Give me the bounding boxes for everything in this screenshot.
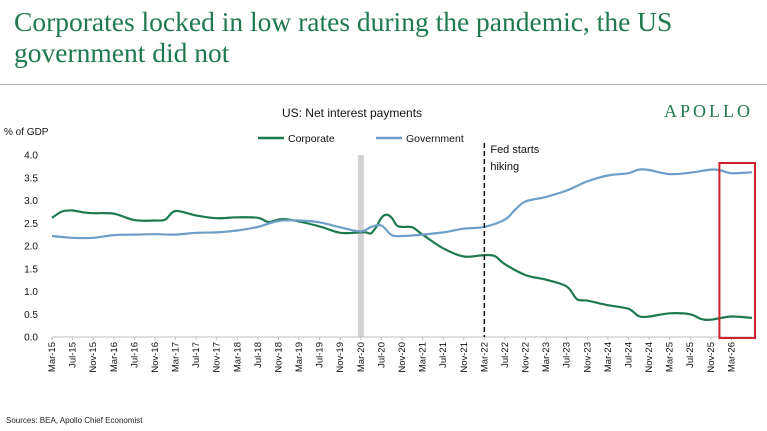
y-axis-label: % of GDP <box>4 127 49 138</box>
x-tick-label: Nov-18 <box>273 342 284 373</box>
x-tick-label: Mar-18 <box>232 342 243 372</box>
y-tick-label: 2.5 <box>24 219 38 230</box>
x-tick-label: Nov-19 <box>335 342 346 373</box>
y-tick-label: 0.0 <box>24 333 38 344</box>
apollo-logo: APOLLO <box>664 101 753 121</box>
legend-label-corporate: Corporate <box>288 133 335 145</box>
x-tick-label: Jul-15 <box>68 342 79 368</box>
x-tick-label: Mar-16 <box>109 342 120 372</box>
x-tick-label: Jul-20 <box>376 342 387 368</box>
x-tick-label: Jul-19 <box>315 342 326 368</box>
x-tick-label: Mar-25 <box>665 342 676 372</box>
series-line-government <box>51 168 753 240</box>
x-tick-label: Nov-25 <box>706 342 717 373</box>
x-tick-label: Mar-15 <box>47 342 58 372</box>
x-tick-label: Mar-20 <box>356 342 367 372</box>
x-tick-label: Jul-21 <box>438 342 449 368</box>
x-tick-label: Jul-17 <box>191 342 202 368</box>
x-tick-label: Jul-23 <box>562 342 573 368</box>
x-tick-label: Nov-24 <box>644 342 655 373</box>
x-tick-label: Jul-25 <box>685 342 696 368</box>
fed-hiking-label: Fed starts <box>490 144 539 156</box>
source-note: Sources: BEA, Apollo Chief Economist <box>6 416 143 425</box>
headline: Corporates locked in low rates during th… <box>14 6 673 68</box>
y-tick-label: 0.5 <box>24 310 38 321</box>
x-tick-label: Nov-17 <box>212 342 223 373</box>
x-tick-label: Jul-22 <box>500 342 511 368</box>
y-tick-label: 4.0 <box>24 151 38 162</box>
x-tick-label: Mar-19 <box>294 342 305 372</box>
x-tick-label: Mar-26 <box>726 342 737 372</box>
legend-label-government: Government <box>406 133 464 145</box>
chart-title: US: Net interest payments <box>282 106 422 120</box>
x-tick-label: Nov-20 <box>397 342 408 373</box>
x-tick-label: Mar-24 <box>603 342 614 372</box>
y-tick-label: 3.5 <box>24 173 38 184</box>
x-tick-label: Mar-21 <box>418 342 429 372</box>
x-tick-label: Mar-23 <box>541 342 552 372</box>
x-tick-label: Nov-22 <box>521 342 532 373</box>
y-tick-label: 2.0 <box>24 242 38 253</box>
y-tick-label: 3.0 <box>24 196 38 207</box>
net-interest-chart: US: Net interest payments % of GDP Corpora… <box>4 106 756 373</box>
x-tick-label: Mar-22 <box>479 342 490 372</box>
x-tick-label: Nov-15 <box>88 342 99 373</box>
fed-hiking-label: hiking <box>490 161 519 173</box>
highlight-box <box>718 162 756 339</box>
x-tick-label: Nov-21 <box>459 342 470 373</box>
x-tick-label: Jul-24 <box>623 342 634 368</box>
pandemic-shading <box>357 155 364 337</box>
series-line-corporate <box>51 209 753 321</box>
x-tick-label: Mar-17 <box>171 342 182 372</box>
header-divider <box>0 84 767 85</box>
x-tick-label: Jul-16 <box>129 342 140 368</box>
x-tick-label: Nov-16 <box>150 342 161 373</box>
x-tick-label: Nov-23 <box>582 342 593 373</box>
x-tick-label: Jul-18 <box>253 342 264 368</box>
y-tick-label: 1.0 <box>24 287 38 298</box>
y-tick-label: 1.5 <box>24 264 38 275</box>
